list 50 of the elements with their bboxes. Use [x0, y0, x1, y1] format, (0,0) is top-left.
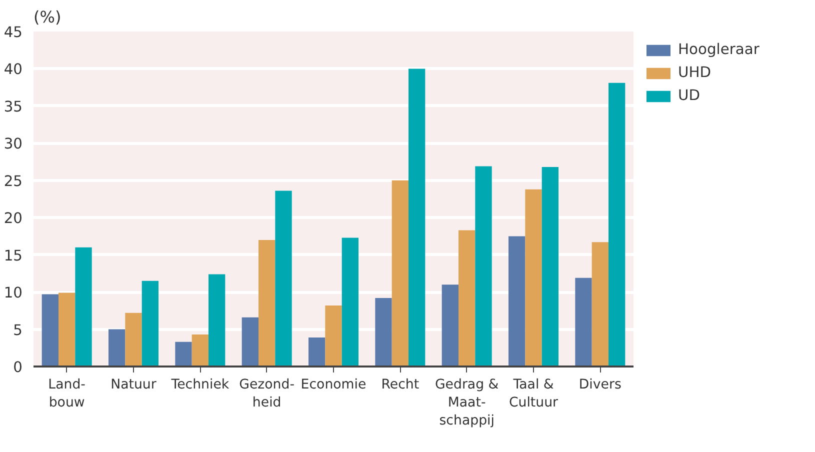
- bar: [242, 317, 258, 366]
- bar: [575, 278, 592, 366]
- legend-label: UD: [678, 87, 700, 104]
- bar: [458, 230, 476, 366]
- x-tick-label: Divers: [578, 378, 622, 392]
- y-axis-title: (%): [34, 8, 62, 26]
- y-tick-label: 25: [4, 172, 23, 190]
- bar: [208, 274, 226, 366]
- y-tick-label: 0: [13, 359, 23, 376]
- bar: [475, 166, 492, 366]
- bar: [508, 236, 526, 366]
- x-tick-label: Recht: [381, 378, 420, 392]
- bar: [175, 342, 192, 366]
- legend-label: UHD: [678, 64, 712, 81]
- y-tick-label: 20: [4, 210, 23, 228]
- bar: [408, 68, 426, 366]
- y-tick-label: 15: [4, 247, 23, 264]
- y-tick-label: 35: [4, 98, 23, 116]
- bar: [392, 180, 408, 366]
- x-tick-label: Techniek: [170, 378, 230, 392]
- y-tick-label: 10: [4, 284, 23, 302]
- bar: [325, 305, 342, 366]
- bar: [108, 329, 126, 366]
- legend-label: Hoogleraar: [678, 41, 760, 58]
- bar: [592, 242, 608, 366]
- x-tick-label: Taal & Cultuur: [508, 378, 559, 410]
- bar: [75, 247, 92, 366]
- x-tick-label: Gedrag & Maat- schappij: [434, 378, 499, 428]
- bar: [58, 292, 76, 366]
- bar: [542, 166, 558, 366]
- y-tick-label: 30: [4, 136, 23, 153]
- x-tick-label: Economie: [300, 378, 366, 392]
- y-tick-label: 45: [4, 24, 23, 41]
- bar: [258, 240, 276, 366]
- bar: [308, 337, 326, 366]
- y-tick-label: 5: [13, 322, 23, 339]
- bar: [142, 280, 158, 366]
- y-tick-label: 40: [4, 61, 23, 78]
- x-tick-label: Natuur: [110, 378, 157, 392]
- bar: [442, 284, 458, 366]
- bar: [192, 334, 208, 366]
- bar: [342, 238, 358, 366]
- bar: [608, 82, 626, 366]
- x-tick-label: Land- bouw: [48, 378, 86, 410]
- bar: [125, 312, 142, 366]
- bar: [525, 189, 542, 366]
- bar: [275, 190, 292, 366]
- x-tick-label: Gezond- heid: [239, 378, 295, 410]
- bar: [375, 298, 392, 366]
- bar: [42, 294, 58, 366]
